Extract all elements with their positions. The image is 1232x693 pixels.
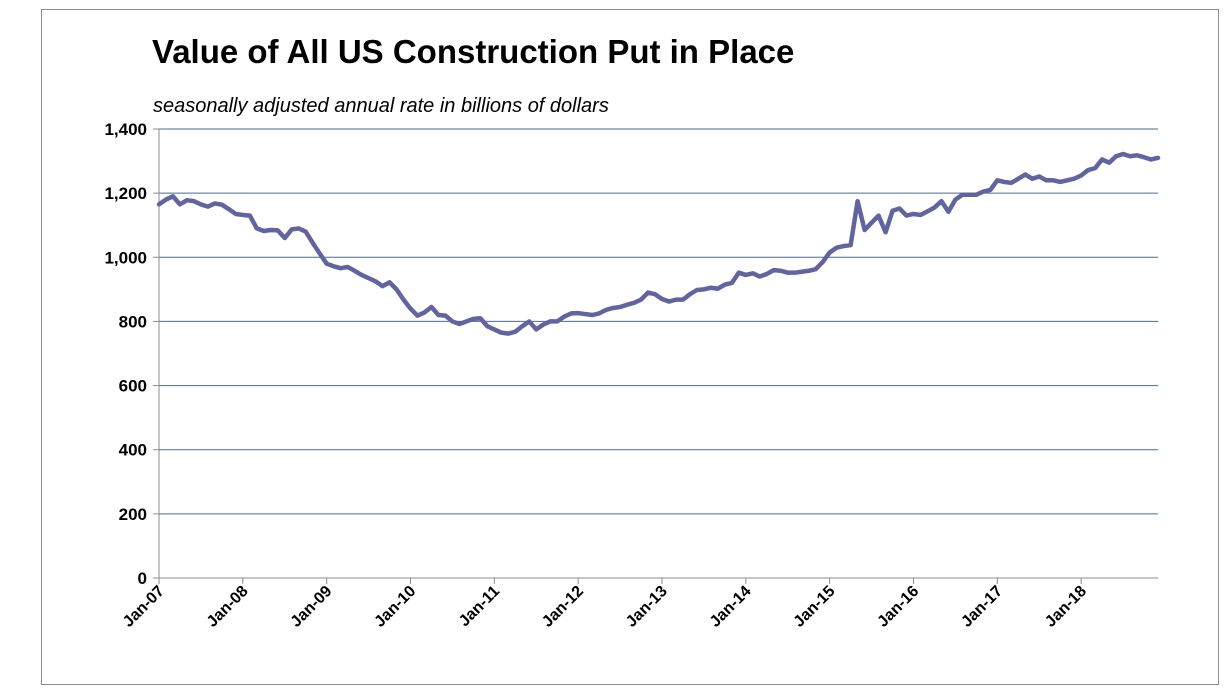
y-tick-label: 1,400 <box>104 120 147 139</box>
x-tick-label: Jan-10 <box>371 583 419 631</box>
x-tick-label: Jan-12 <box>539 583 587 631</box>
chart-title: Value of All US Construction Put in Plac… <box>152 33 795 70</box>
y-tick-label: 1,200 <box>104 184 147 203</box>
x-tick-label: Jan-09 <box>288 583 336 631</box>
gridlines <box>159 128 1158 515</box>
x-tick-label: Jan-11 <box>456 583 503 630</box>
y-tick-label: 400 <box>119 441 147 460</box>
y-tick-label: 800 <box>119 312 147 331</box>
x-tick-label: Jan-14 <box>707 583 755 631</box>
x-tick-label: Jan-07 <box>120 583 168 631</box>
x-tick-label: Jan-08 <box>204 583 252 631</box>
x-tick-label: Jan-15 <box>791 583 839 631</box>
y-tick-label: 1,000 <box>104 248 147 267</box>
axes <box>158 129 1158 579</box>
y-tick-label: 600 <box>119 377 147 396</box>
x-tick-label: Jan-17 <box>958 583 1006 631</box>
x-tick-label: Jan-16 <box>874 583 922 631</box>
chart-frame <box>41 9 1219 685</box>
series-group <box>156 151 1161 336</box>
x-tick-label: Jan-13 <box>623 583 671 631</box>
y-axis-ticks: 0 200 400 600 800 1,000 1,200 1,400 <box>104 120 159 588</box>
y-tick-label: 200 <box>119 505 147 524</box>
y-tick-label: 0 <box>138 569 147 588</box>
series-line <box>156 151 1161 336</box>
x-tick-label: Jan-18 <box>1042 583 1090 631</box>
chart-subtitle: seasonally adjusted annual rate in billi… <box>153 95 609 117</box>
x-axis-ticks: Jan-07 Jan-08 Jan-09 Jan-10 Jan-11 Jan-12 Jan-… <box>120 578 1090 631</box>
